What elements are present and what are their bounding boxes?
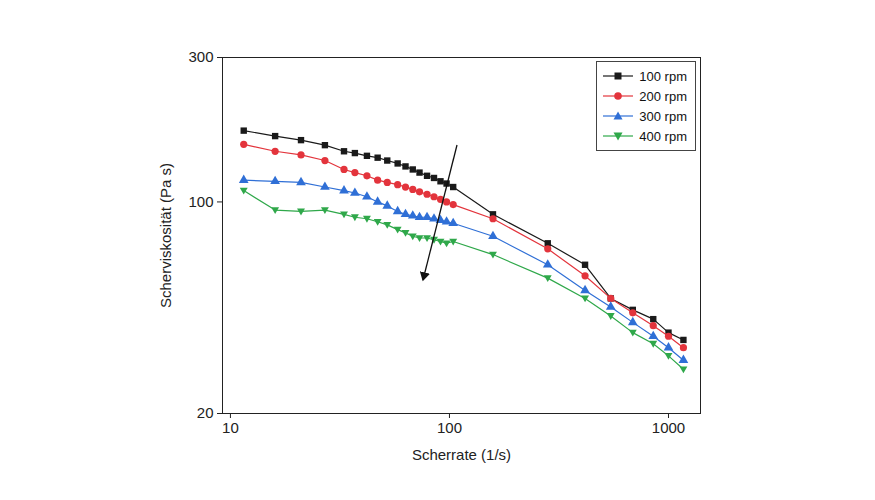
svg-text:Scherrate (1/s): Scherrate (1/s) <box>412 446 511 463</box>
html-text:400 rpm: 400 rpm <box>639 128 687 144</box>
svg-text:10: 10 <box>222 419 239 436</box>
svg-text:Scherviskosität (Pa s): Scherviskosität (Pa s) <box>157 163 174 308</box>
svg-text:300: 300 <box>188 48 213 65</box>
svg-text:100: 100 <box>437 419 462 436</box>
html-text:200 rpm: 200 rpm <box>639 88 687 104</box>
html-text:300 rpm: 300 rpm <box>639 108 687 124</box>
svg-text:100: 100 <box>188 193 213 210</box>
html-text:100 rpm: 100 rpm <box>639 68 687 84</box>
svg-text:1000: 1000 <box>652 419 685 436</box>
svg-text:20: 20 <box>197 404 214 421</box>
